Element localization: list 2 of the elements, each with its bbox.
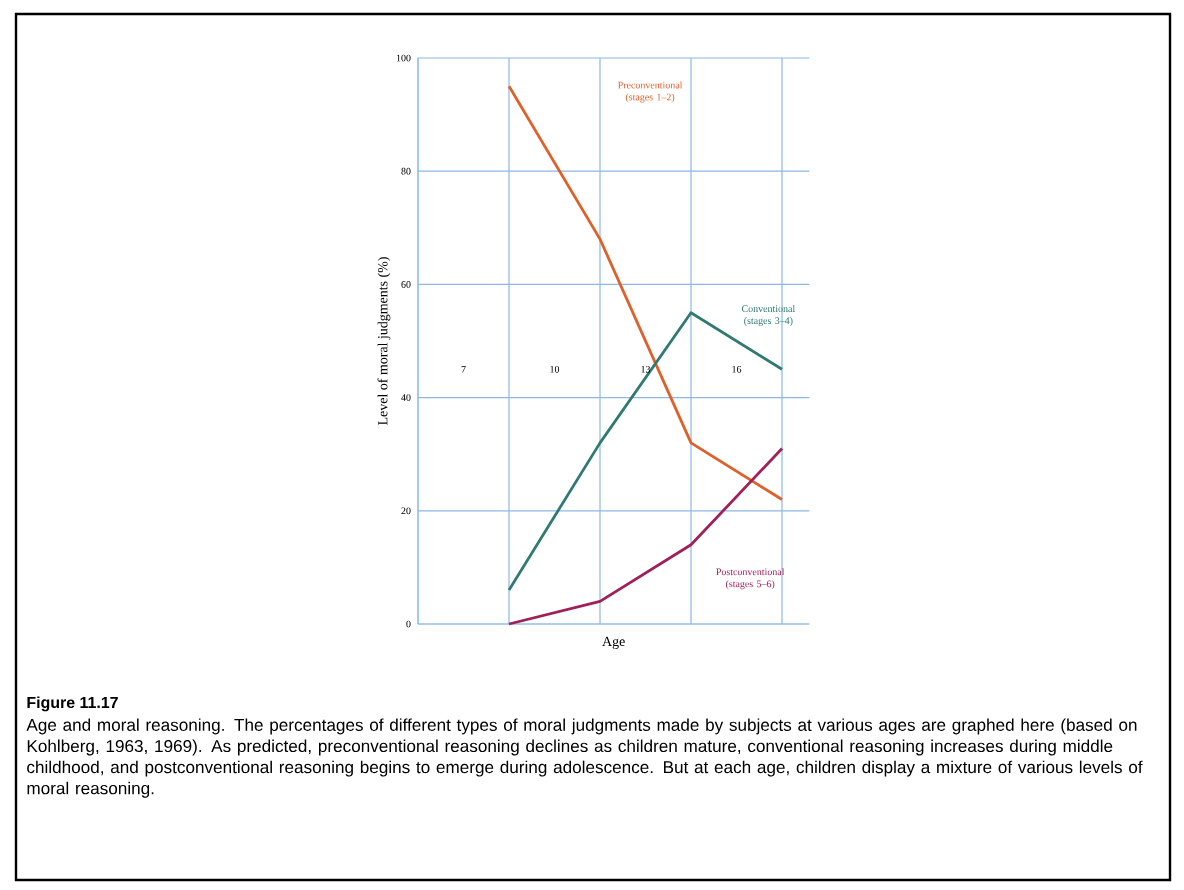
text: Age and moral reasoning. The percentages of different types of moral judgments made by subjects at various ages are graphed here (based on Kohlberg, 1963, 1969). As predicted, preconventional reasoning declines as children mature, conventional reasoning increases during middle childhood, and postconventional reasoning begins to emerge during adolescence. But at each age, children display a mixture of various levels of moral reasoning. — [26, 718, 1143, 798]
line-series — [507, 447, 784, 626]
